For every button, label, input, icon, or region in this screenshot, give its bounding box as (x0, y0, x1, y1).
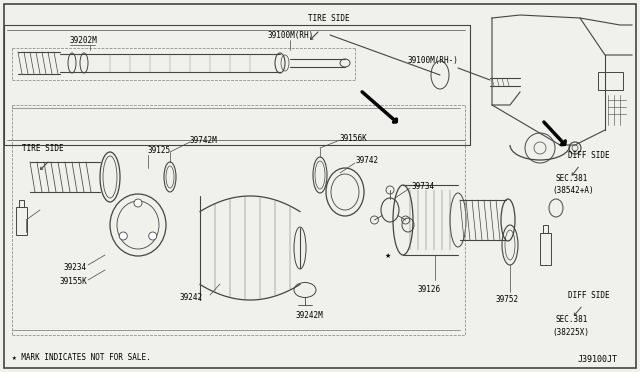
Text: 39742: 39742 (355, 155, 378, 164)
Text: 39156K: 39156K (340, 134, 368, 142)
Text: TIRE SIDE: TIRE SIDE (22, 144, 63, 153)
Circle shape (371, 216, 378, 224)
Bar (19, 200, 24, 207)
Text: SEC.381: SEC.381 (555, 173, 588, 183)
Text: 39752: 39752 (495, 295, 518, 305)
Text: SEC.381: SEC.381 (555, 315, 588, 324)
Text: J39100JT: J39100JT (578, 356, 618, 365)
Text: 39100M(RH-): 39100M(RH-) (408, 55, 459, 64)
Text: 39202M: 39202M (70, 35, 98, 45)
Circle shape (119, 232, 127, 240)
Text: DIFF SIDE: DIFF SIDE (568, 151, 610, 160)
Text: (38542+A): (38542+A) (552, 186, 594, 195)
Text: 39126: 39126 (418, 285, 441, 295)
Text: 39125: 39125 (148, 145, 171, 154)
Bar (16, 207, 27, 235)
Text: 39100M(RH): 39100M(RH) (268, 31, 314, 39)
Text: 39742M: 39742M (190, 135, 218, 144)
Text: ★ MARK INDICATES NOT FOR SALE.: ★ MARK INDICATES NOT FOR SALE. (12, 353, 151, 362)
Text: 39155K: 39155K (60, 278, 88, 286)
Bar (540, 233, 551, 265)
Bar (543, 225, 548, 233)
Text: (38225X): (38225X) (552, 327, 589, 337)
Text: ★: ★ (385, 253, 391, 259)
Circle shape (401, 216, 410, 224)
Circle shape (148, 232, 157, 240)
Text: TIRE SIDE: TIRE SIDE (308, 13, 349, 22)
Bar (598, 72, 623, 90)
Circle shape (134, 199, 142, 207)
Text: 39242: 39242 (180, 294, 203, 302)
Text: DIFF SIDE: DIFF SIDE (568, 291, 610, 299)
Circle shape (386, 186, 394, 194)
Text: 39234: 39234 (64, 263, 87, 273)
Text: 39734: 39734 (412, 182, 435, 190)
Text: 39242M: 39242M (295, 311, 323, 320)
